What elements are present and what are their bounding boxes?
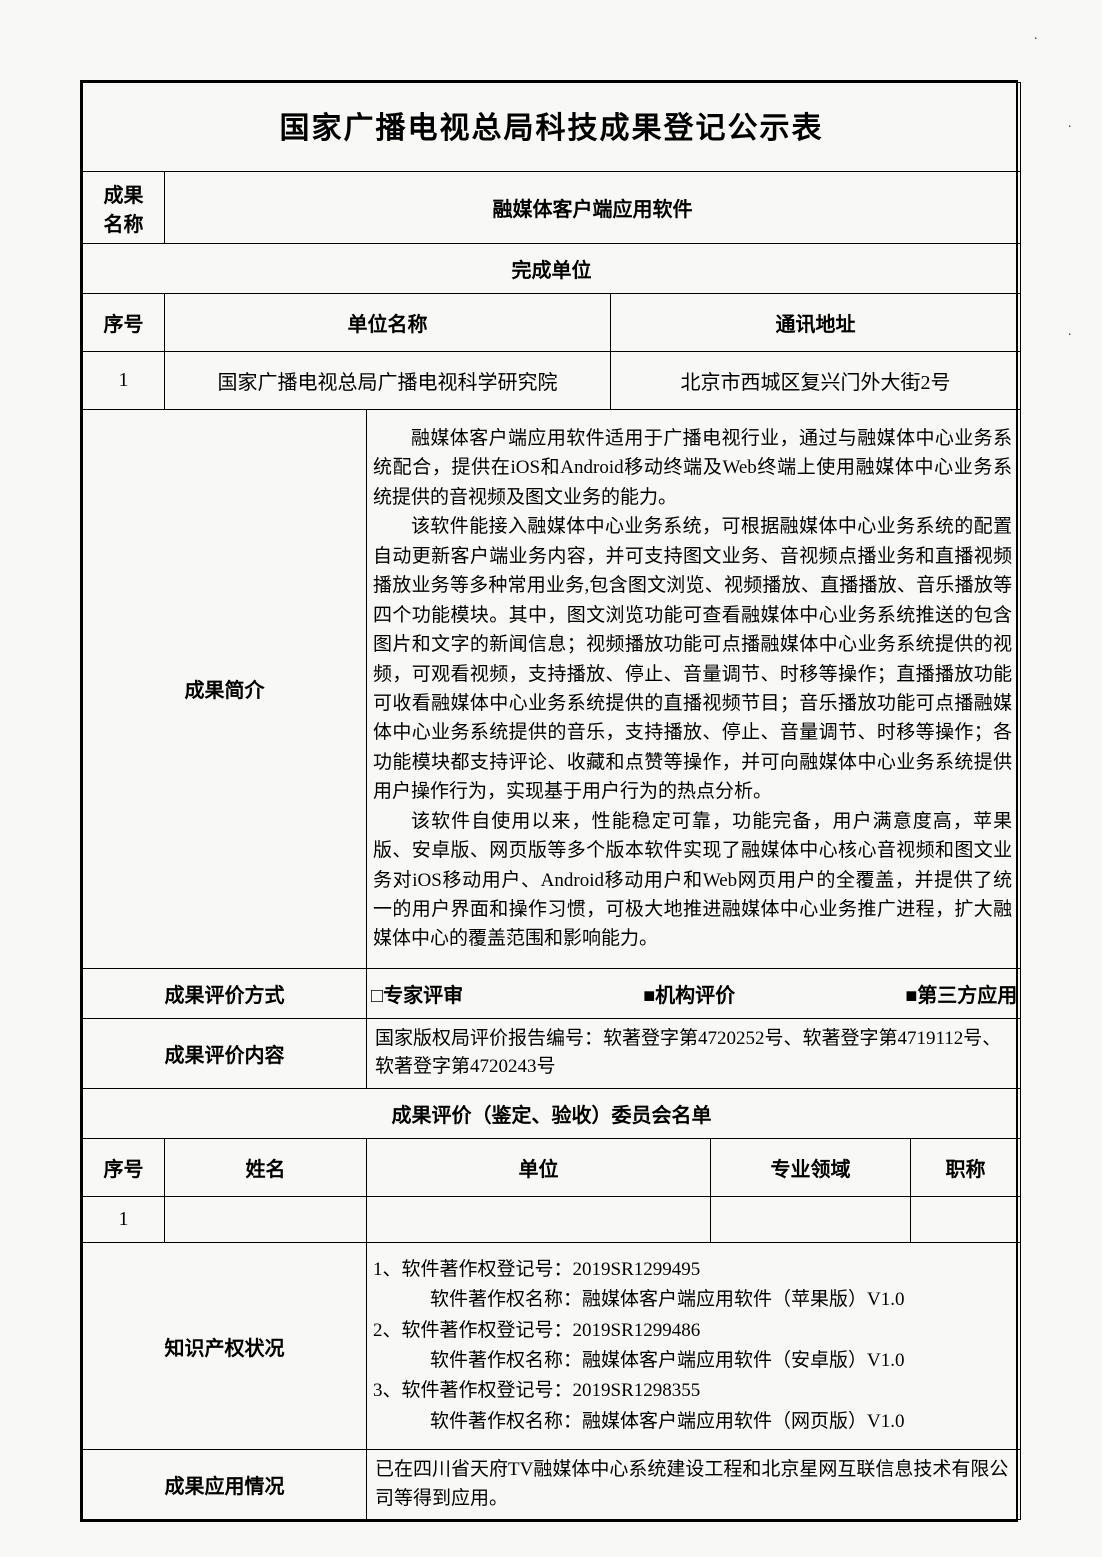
summary-p3: 该软件自使用以来，性能稳定可靠，功能完备，用户满意度高，苹果版、安卓版、网页版等… — [373, 807, 1012, 954]
committee-row-field — [711, 1196, 911, 1242]
label-summary: 成果简介 — [83, 410, 367, 969]
eval-method-options: □专家评审 ■机构评价 ■第三方应用 — [367, 968, 1021, 1018]
eval-content-value: 国家版权局评价报告编号：软著登字第4720252号、软著登字第4719112号、… — [367, 1018, 1021, 1088]
summary-p1: 融媒体客户端应用软件适用于广播电视行业，通过与融媒体中心业务系统配合，提供在iO… — [373, 424, 1012, 512]
unit-name: 国家广播电视总局广播电视科学研究院 — [165, 352, 611, 410]
label-completing-units: 完成单位 — [83, 244, 1021, 294]
summary-p2: 该软件能接入融媒体中心业务系统，可根据融媒体中心业务系统的配置自动更新客户端业务… — [373, 512, 1012, 806]
col-address: 通讯地址 — [611, 294, 1021, 352]
form-title: 国家广播电视总局科技成果登记公示表 — [83, 83, 1021, 172]
col-unit-name: 单位名称 — [165, 294, 611, 352]
col-seq: 序号 — [83, 294, 165, 352]
col-committee-title: 职称 — [911, 1138, 1021, 1196]
ip-line-2b: 软件著作权名称：融媒体客户端应用软件（安卓版）V1.0 — [373, 1346, 1012, 1376]
committee-row-seq: 1 — [83, 1196, 165, 1242]
ip-line-3b: 软件著作权名称：融媒体客户端应用软件（网页版）V1.0 — [373, 1407, 1012, 1437]
label-application: 成果应用情况 — [83, 1450, 367, 1520]
col-committee-unit: 单位 — [367, 1138, 711, 1196]
ip-status-content: 1、软件著作权登记号：2019SR1299495 软件著作权名称：融媒体客户端应… — [367, 1242, 1021, 1449]
label-eval-content: 成果评价内容 — [83, 1018, 367, 1088]
form-table-container: 国家广播电视总局科技成果登记公示表 成果 名称 融媒体客户端应用软件 完成单位 … — [80, 80, 1018, 1522]
unit-address: 北京市西城区复兴门外大街2号 — [611, 352, 1021, 410]
committee-row-name — [165, 1196, 367, 1242]
label-result-name: 成果 名称 — [83, 172, 165, 244]
result-name-value: 融媒体客户端应用软件 — [165, 172, 1021, 244]
eval-opt-org: ■机构评价 — [643, 979, 735, 1008]
summary-content: 融媒体客户端应用软件适用于广播电视行业，通过与融媒体中心业务系统配合，提供在iO… — [367, 410, 1021, 969]
ip-line-1b: 软件著作权名称：融媒体客户端应用软件（苹果版）V1.0 — [373, 1285, 1012, 1315]
label-committee: 成果评价（鉴定、验收）委员会名单 — [83, 1088, 1021, 1138]
form-table: 国家广播电视总局科技成果登记公示表 成果 名称 融媒体客户端应用软件 完成单位 … — [82, 82, 1021, 1520]
application-value: 已在四川省天府TV融媒体中心系统建设工程和北京星网互联信息技术有限公司等得到应用… — [367, 1450, 1021, 1520]
label-ip-status: 知识产权状况 — [83, 1242, 367, 1449]
unit-seq: 1 — [83, 352, 165, 410]
col-committee-field: 专业领域 — [711, 1138, 911, 1196]
col-committee-seq: 序号 — [83, 1138, 165, 1196]
ip-line-2: 2、软件著作权登记号：2019SR1299486 — [373, 1316, 1012, 1346]
ip-line-3: 3、软件著作权登记号：2019SR1298355 — [373, 1376, 1012, 1406]
col-committee-name: 姓名 — [165, 1138, 367, 1196]
committee-row-title — [911, 1196, 1021, 1242]
eval-opt-thirdparty: ■第三方应用 — [905, 979, 1017, 1008]
eval-opt-expert: □专家评审 — [371, 979, 463, 1008]
label-eval-method: 成果评价方式 — [83, 968, 367, 1018]
ip-line-1: 1、软件著作权登记号：2019SR1299495 — [373, 1255, 1012, 1285]
committee-row-unit — [367, 1196, 711, 1242]
